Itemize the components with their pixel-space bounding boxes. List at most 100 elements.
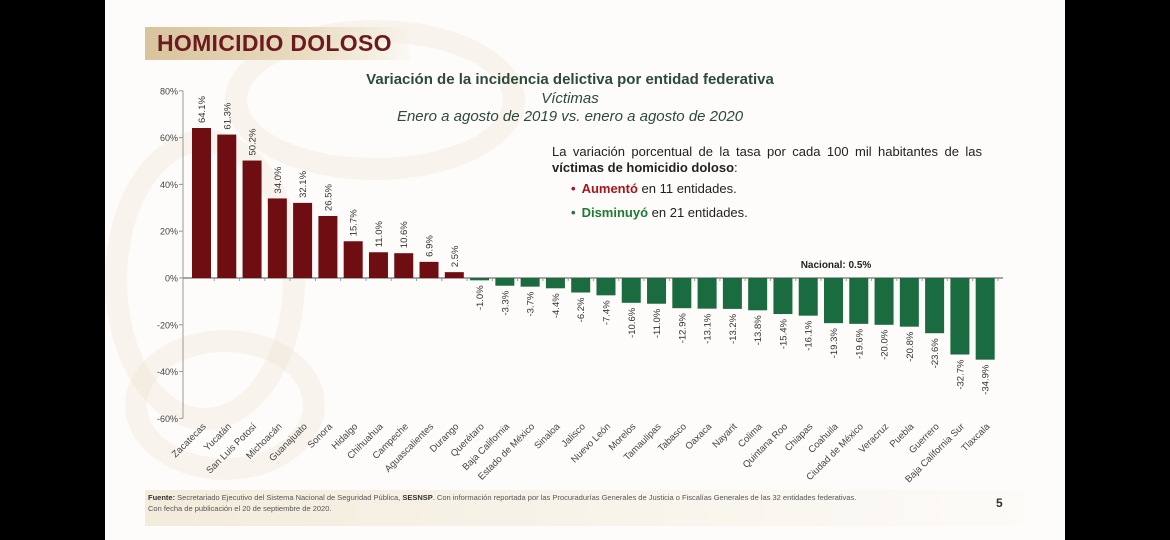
- bar-durango: [444, 272, 464, 278]
- bar-michoac-n: [267, 198, 287, 278]
- value-label: -12.9%: [677, 313, 688, 344]
- section-title-band: [145, 27, 410, 60]
- value-label: -34.9%: [981, 364, 992, 395]
- bar-san-luis-potos-: [242, 160, 262, 278]
- category-label: Oaxaca: [683, 421, 714, 452]
- value-label: -19.3%: [829, 328, 840, 359]
- chart-title: Variación de la incidencia delictiva por…: [366, 71, 774, 88]
- y-tick-label: 40%: [160, 180, 178, 190]
- category-label: Sinaloa: [532, 421, 563, 452]
- value-label: -32.7%: [955, 359, 966, 390]
- bar-yucat-n: [217, 134, 237, 278]
- footer-date: Con fecha de publicación el 20 de septie…: [148, 504, 332, 513]
- value-label: -15.4%: [778, 318, 789, 349]
- value-label: -13.2%: [728, 313, 739, 344]
- bar-oaxaca: [697, 278, 717, 309]
- footer-source: Fuente: Secretariado Ejecutivo del Siste…: [148, 492, 988, 514]
- value-label: -10.6%: [627, 307, 638, 338]
- summary-note: La variación porcentual de la tasa por c…: [552, 144, 982, 176]
- value-label: -13.8%: [753, 315, 764, 346]
- value-label: -3.7%: [526, 291, 537, 316]
- footer-label: Fuente:: [148, 493, 176, 502]
- bar-guerrero: [925, 278, 945, 334]
- value-label: 64.1%: [197, 96, 208, 123]
- bar-chiapas: [798, 278, 818, 316]
- bar-tamaulipas: [647, 278, 667, 304]
- bar-ciudad-de-m-xico: [849, 278, 869, 324]
- note-intro-bold: víctimas de homicidio doloso: [552, 160, 735, 175]
- value-label: -11.0%: [652, 308, 663, 338]
- bar-campeche: [394, 253, 414, 278]
- bullet-increased: • Aumentó en 11 entidades.: [571, 181, 737, 196]
- value-label: 32.1%: [298, 170, 309, 197]
- value-label: 2.5%: [450, 245, 461, 267]
- category-label: Tabasco: [656, 421, 689, 454]
- value-label: -6.2%: [576, 297, 587, 322]
- value-label: 61.3%: [222, 102, 233, 129]
- bullet-dot-icon: •: [571, 205, 576, 220]
- y-tick-label: -20%: [157, 320, 178, 330]
- bullet-decreased-label: Disminuyó: [581, 205, 649, 220]
- value-label: 10.6%: [399, 221, 410, 248]
- y-tick-label: -40%: [157, 367, 178, 377]
- note-intro: La variación porcentual de la tasa por c…: [552, 144, 982, 159]
- bullet-increased-text: en 11 entidades.: [637, 181, 737, 196]
- bar-nayarit: [722, 278, 742, 309]
- bar-veracruz: [874, 278, 894, 325]
- bar-chart: 80% 60% 40% 20% 0% -20% -40% -60% 64.1% 61.3% 50.…: [157, 86, 1003, 485]
- bar-aguascalientes: [419, 261, 439, 278]
- bar-quer-taro: [470, 278, 490, 281]
- value-label: -13.1%: [703, 313, 714, 344]
- footer-band: [145, 490, 1025, 526]
- chart-subtitle: Víctimas: [541, 90, 599, 107]
- value-label: -7.4%: [601, 300, 612, 325]
- value-label: -23.6%: [930, 338, 941, 369]
- value-label: -4.4%: [551, 293, 562, 318]
- section-title: HOMICIDIO DOLOSO: [157, 30, 392, 56]
- bars: [192, 128, 999, 360]
- national-annotation: Nacional: 0.5%: [801, 260, 872, 271]
- chart-subtitle-period: Enero a agosto de 2019 vs. enero a agost…: [396, 108, 744, 125]
- value-label: 50.2%: [248, 128, 259, 155]
- footer-agency: SESNSP: [402, 493, 433, 502]
- y-tick-label: 60%: [160, 133, 178, 143]
- bar-tlaxcala: [975, 278, 995, 360]
- bar-hidalgo: [343, 241, 363, 278]
- value-label: -16.1%: [804, 320, 815, 351]
- bar-colima: [748, 278, 768, 311]
- y-tick-label: 20%: [160, 227, 178, 237]
- value-label: 15.7%: [349, 209, 360, 236]
- note-intro-suffix: :: [734, 160, 738, 175]
- bar-guanajuato: [293, 202, 313, 278]
- bullet-decreased: • Disminuyó en 21 entidades.: [571, 205, 748, 220]
- y-tick-label: 0%: [165, 274, 178, 284]
- y-tick-label: 80%: [160, 86, 178, 96]
- value-label: -20.0%: [880, 329, 891, 360]
- category-label: Zacatecas: [170, 421, 209, 460]
- value-label: -20.8%: [905, 331, 916, 362]
- value-label: -19.6%: [854, 328, 865, 359]
- value-label: 34.0%: [273, 166, 284, 193]
- value-label: 26.5%: [323, 184, 334, 211]
- bar-morelos: [621, 278, 641, 303]
- bar-quintana-roo: [773, 278, 793, 315]
- page-number: 5: [996, 496, 1003, 510]
- slide: HOMICIDIO DOLOSO Variación de la inciden…: [105, 0, 1065, 540]
- footer-text-1: Secretariado Ejecutivo del Sistema Nacio…: [175, 493, 403, 502]
- footer-text-2: . Con información reportada por las Proc…: [432, 493, 857, 502]
- category-label: Nayarit: [710, 421, 739, 450]
- bullet-decreased-text: en 21 entidades.: [648, 205, 748, 220]
- bar-zacatecas: [192, 128, 211, 278]
- value-label: -3.3%: [500, 290, 511, 315]
- bullet-increased-label: Aumentó: [581, 181, 638, 196]
- bar-jalisco: [571, 278, 591, 293]
- bar-nuevo-le-n: [596, 278, 616, 296]
- bar-coahuila: [824, 278, 843, 324]
- bar-baja-california: [495, 278, 515, 286]
- bar-puebla: [899, 278, 919, 327]
- value-label: -1.0%: [475, 285, 486, 310]
- bar-sinaloa: [545, 278, 565, 289]
- bar-baja-california-sur: [950, 278, 970, 355]
- bullet-dot-icon: •: [571, 181, 576, 196]
